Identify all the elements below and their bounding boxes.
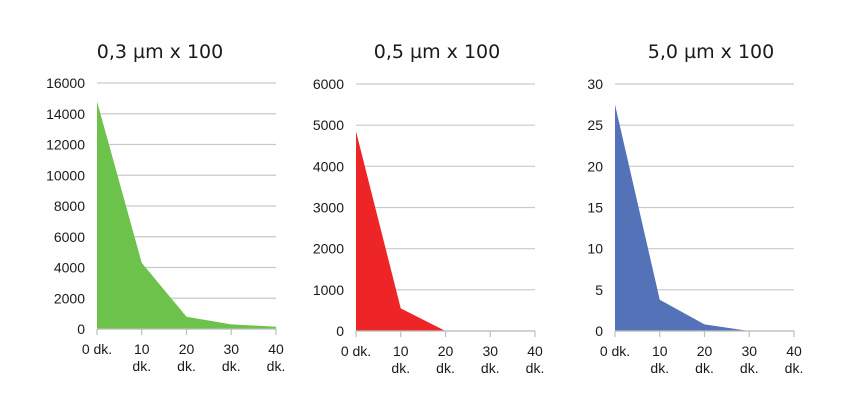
- chart1-y-tick-label: 2000: [54, 290, 85, 306]
- chart2-y-tick-label: 4000: [313, 158, 344, 174]
- chart3-x-tick-label-line: dk.: [695, 360, 714, 376]
- chart2-x-tick-label-line: dk.: [481, 360, 500, 376]
- chart1-y-tick-label: 10000: [46, 167, 85, 183]
- chart2-y-tick-label: 6000: [313, 76, 344, 92]
- chart3-y-tick-label: 15: [587, 200, 603, 216]
- chart3-x-tick-label: 30 dk.: [740, 343, 759, 376]
- chart1-x-tick-label-line: 10: [134, 341, 150, 357]
- chart1-x-tick-label: 10 dk.: [132, 341, 151, 374]
- chart2-y-tick-label: 5000: [313, 117, 344, 133]
- chart3-x-tick-label-line: dk.: [650, 360, 669, 376]
- chart2-y-tick-label: 3000: [313, 200, 344, 216]
- chart3-x-tick-label: 20 dk.: [695, 343, 714, 376]
- chart1-x-tick-label-line: 40: [268, 341, 284, 357]
- chart2-x-tick-label-line: 20: [438, 343, 454, 359]
- chart1-x-tick-label-line: dk.: [222, 358, 241, 374]
- chart1-area-series: [97, 101, 276, 329]
- chart1-y-tick-label: 4000: [54, 260, 85, 276]
- chart2-y-tick-label: 1000: [313, 282, 344, 298]
- chart1-title: 0,3 µm x 100: [97, 41, 223, 63]
- chart3-x-tick-label-line: 40: [786, 343, 802, 359]
- chart1-x-tick-label-line: dk.: [132, 358, 151, 374]
- chart2-title: 0,5 µm x 100: [374, 41, 500, 63]
- chart1-x-tick-label-line: 0 dk.: [82, 341, 112, 357]
- chart1-x-tick-label-line: dk.: [267, 358, 286, 374]
- chart2-x-tick-label-line: 30: [482, 343, 498, 359]
- chart1-y-tick-label: 8000: [54, 198, 85, 214]
- chart2-x-tick-label-line: dk.: [391, 360, 410, 376]
- chart3-y-tick-label: 0: [595, 323, 603, 339]
- chart1-x-tick-label-line: 30: [223, 341, 239, 357]
- chart3-x-tick-label-line: dk.: [740, 360, 759, 376]
- chart3-x-tick-label-line: 10: [652, 343, 668, 359]
- chart3-x-tick-label-line: dk.: [785, 360, 804, 376]
- chart1-y-tick-label: 14000: [46, 106, 85, 122]
- chart2-x-tick-label: 10 dk.: [391, 343, 410, 376]
- chart2-x-tick-label-line: 0 dk.: [341, 343, 371, 359]
- chart1-x-tick-label: 0 dk.: [82, 341, 112, 357]
- chart2-x-tick-label: 0 dk.: [341, 343, 371, 359]
- chart3-x-tick-label-line: 30: [741, 343, 757, 359]
- chart1-x-tick-label: 20 dk.: [177, 341, 196, 374]
- chart2-x-tick-label: 30 dk.: [481, 343, 500, 376]
- chart3-y-tick-label: 25: [587, 117, 603, 133]
- chart1-y-tick-label: 0: [77, 321, 85, 337]
- chart2-x-tick-label: 40 dk.: [526, 343, 545, 376]
- chart3-x-tick-label-line: 20: [697, 343, 713, 359]
- chart2-x-tick-label-line: 40: [527, 343, 543, 359]
- chart3-x-tick-label: 0 dk.: [600, 343, 630, 359]
- chart1-x-tick-label: 30 dk.: [222, 341, 241, 374]
- chart1-y-tick-label: 16000: [46, 75, 85, 91]
- chart2-area-series: [356, 131, 535, 331]
- chart2-y-tick-label: 0: [336, 323, 344, 339]
- chart2-x-tick-label: 20 dk.: [436, 343, 455, 376]
- chart2-x-tick-label-line: dk.: [436, 360, 455, 376]
- chart3-x-tick-label: 10 dk.: [650, 343, 669, 376]
- chart3-y-tick-label: 30: [587, 76, 603, 92]
- chart2-x-tick-label-line: dk.: [526, 360, 545, 376]
- chart1-x-tick-label-line: 20: [179, 341, 195, 357]
- chart1-y-tick-label: 12000: [46, 137, 85, 153]
- chart2-x-tick-label-line: 10: [393, 343, 409, 359]
- chart3-y-tick-label: 20: [587, 158, 603, 174]
- chart1-y-tick-label: 6000: [54, 229, 85, 245]
- chart3-x-tick-label-line: 0 dk.: [600, 343, 630, 359]
- chart3-y-tick-label: 5: [595, 282, 603, 298]
- chart1-x-tick-label-line: dk.: [177, 358, 196, 374]
- chart3-area-series: [615, 104, 794, 331]
- chart2-y-tick-label: 2000: [313, 241, 344, 257]
- chart3-x-tick-label: 40 dk.: [785, 343, 804, 376]
- chart3-title: 5,0 µm x 100: [648, 41, 774, 63]
- chart3-y-tick-label: 10: [587, 241, 603, 257]
- chart1-x-tick-label: 40 dk.: [267, 341, 286, 374]
